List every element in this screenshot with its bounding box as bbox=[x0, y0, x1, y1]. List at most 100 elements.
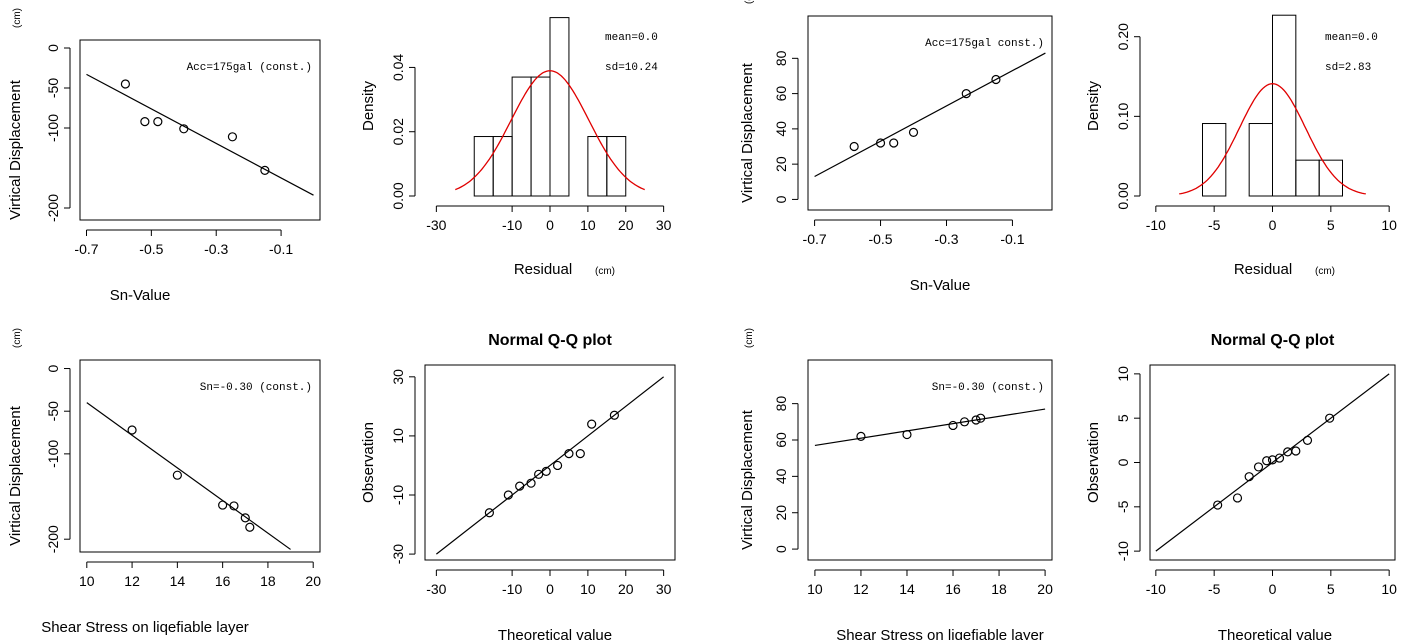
histogram-bar bbox=[511, 76, 532, 197]
y-tick-label: -200 bbox=[45, 194, 61, 222]
x-axis-label: Shear Stress on liqefiable layer bbox=[836, 627, 1044, 640]
histogram-bar bbox=[1202, 123, 1227, 197]
x-tick-label: 20 bbox=[1037, 581, 1053, 597]
data-point bbox=[127, 425, 137, 435]
condition-annotation: Acc=175gal (const.) bbox=[187, 62, 312, 74]
y-axis-label: Observation bbox=[1085, 422, 1102, 503]
x-axis: -30 -10 0 10 20 30 bbox=[426, 569, 672, 597]
data-point bbox=[1253, 462, 1264, 472]
x-axis-label: Theoretical value bbox=[1218, 627, 1332, 640]
data-point bbox=[1302, 435, 1313, 445]
data-point bbox=[1262, 456, 1272, 466]
x-tick-label: 0 bbox=[1269, 217, 1277, 233]
y-axis: 0 -50 -100 -200 bbox=[45, 44, 71, 222]
y-tick-label: 0 bbox=[45, 44, 61, 52]
y-tick-label: 0.04 bbox=[390, 54, 406, 81]
y-axis-label: Observation bbox=[360, 422, 377, 503]
data-point bbox=[961, 88, 971, 99]
x-tick-label: 14 bbox=[899, 581, 915, 597]
data-point bbox=[179, 124, 189, 134]
data-point bbox=[902, 429, 912, 440]
plot-area bbox=[86, 73, 314, 196]
histogram-bar bbox=[1248, 123, 1273, 197]
x-tick-label: 0 bbox=[546, 581, 554, 597]
x-axis-label: Theoretical value bbox=[498, 627, 612, 640]
condition-annotation: Acc=175gal const.) bbox=[925, 38, 1044, 50]
data-point bbox=[1291, 446, 1301, 456]
x-axis: 10 12 14 16 18 20 bbox=[807, 569, 1053, 597]
y-tick-label: 80 bbox=[773, 50, 789, 66]
histogram-bar bbox=[492, 136, 513, 197]
x-tick-label: 12 bbox=[124, 573, 140, 589]
y-tick-label: 0 bbox=[773, 545, 789, 553]
x-axis-unit: (cm) bbox=[1315, 266, 1335, 277]
y-tick-label: 40 bbox=[773, 468, 789, 484]
x-tick-label: 10 bbox=[580, 581, 596, 597]
x-tick-label: -30 bbox=[426, 217, 446, 233]
y-tick-label: 0 bbox=[773, 195, 789, 203]
plot-area bbox=[435, 376, 665, 555]
y-axis: 0.00 0.10 0.20 bbox=[1115, 23, 1141, 210]
data-point bbox=[1325, 413, 1335, 423]
data-point bbox=[552, 460, 563, 471]
x-tick-label: -0.1 bbox=[1000, 231, 1024, 247]
y-tick-label: 0.10 bbox=[1115, 103, 1131, 130]
y-tick-label: 20 bbox=[773, 156, 789, 172]
data-point bbox=[587, 419, 597, 429]
x-tick-label: 16 bbox=[945, 581, 961, 597]
plot-frame bbox=[79, 359, 321, 553]
regression-line bbox=[814, 408, 1046, 447]
y-tick-label: -200 bbox=[45, 525, 61, 553]
plot-frame bbox=[424, 364, 676, 561]
panel-p7: 10 12 14 16 18 20 0 20 40 60 80 Shear Stress on liq… bbox=[739, 328, 1053, 640]
x-axis: 10 12 14 16 18 20 bbox=[79, 561, 321, 589]
x-tick-label: 30 bbox=[656, 581, 672, 597]
x-tick-label: -0.3 bbox=[934, 231, 958, 247]
y-tick-label: 0 bbox=[45, 364, 61, 372]
plot-frame bbox=[807, 359, 1053, 561]
data-point bbox=[172, 470, 182, 480]
x-tick-label: -30 bbox=[426, 581, 446, 597]
plot-area bbox=[814, 52, 1046, 178]
y-tick-label: 30 bbox=[390, 369, 406, 385]
x-axis-unit: (cm) bbox=[595, 266, 615, 277]
x-tick-label: 18 bbox=[991, 581, 1007, 597]
data-point bbox=[260, 165, 270, 175]
x-tick-label: -0.1 bbox=[269, 241, 293, 257]
x-axis-label: Residual bbox=[514, 261, 572, 278]
x-axis-label: Shear Stress on liqefiable layer bbox=[41, 619, 249, 636]
y-axis-label: Density bbox=[1085, 80, 1102, 131]
data-point bbox=[948, 420, 958, 431]
regression-line bbox=[86, 73, 314, 196]
y-axis-unit: (cm) bbox=[744, 0, 755, 4]
panel-p2: -30 -10 0 10 20 30 0.00 0.02 0.04 Residual (cm) Den… bbox=[360, 17, 672, 278]
x-tick-label: -0.3 bbox=[204, 241, 228, 257]
data-point bbox=[1244, 472, 1254, 482]
x-tick-label: 14 bbox=[170, 573, 186, 589]
regression-line bbox=[86, 402, 291, 550]
y-tick-label: 0.20 bbox=[1115, 23, 1131, 50]
y-tick-label: 0.00 bbox=[1115, 182, 1131, 209]
data-point bbox=[227, 132, 238, 142]
y-tick-label: -10 bbox=[390, 485, 406, 505]
y-tick-label: 80 bbox=[773, 396, 789, 412]
plot-area bbox=[86, 402, 291, 550]
x-tick-label: -0.7 bbox=[803, 231, 827, 247]
data-point bbox=[534, 469, 544, 479]
x-tick-label: 0 bbox=[546, 217, 554, 233]
histogram-bar bbox=[1318, 159, 1343, 197]
stat-annotation: sd=10.24 bbox=[605, 62, 658, 74]
y-tick-label: 20 bbox=[773, 505, 789, 521]
data-point bbox=[1213, 500, 1223, 510]
data-point bbox=[1267, 455, 1278, 465]
y-tick-label: -30 bbox=[390, 544, 406, 564]
y-tick-label: 0.02 bbox=[390, 118, 406, 145]
y-tick-label: -10 bbox=[1115, 541, 1131, 561]
x-tick-label: -5 bbox=[1208, 581, 1221, 597]
y-tick-label: 10 bbox=[390, 428, 406, 444]
panel-p5: 10 12 14 16 18 20 0 -50 -100 -200 Shear Stress on … bbox=[7, 328, 321, 636]
reference-line bbox=[435, 376, 665, 555]
stat-annotation: mean=0.0 bbox=[1325, 32, 1378, 44]
x-tick-label: 5 bbox=[1327, 217, 1335, 233]
